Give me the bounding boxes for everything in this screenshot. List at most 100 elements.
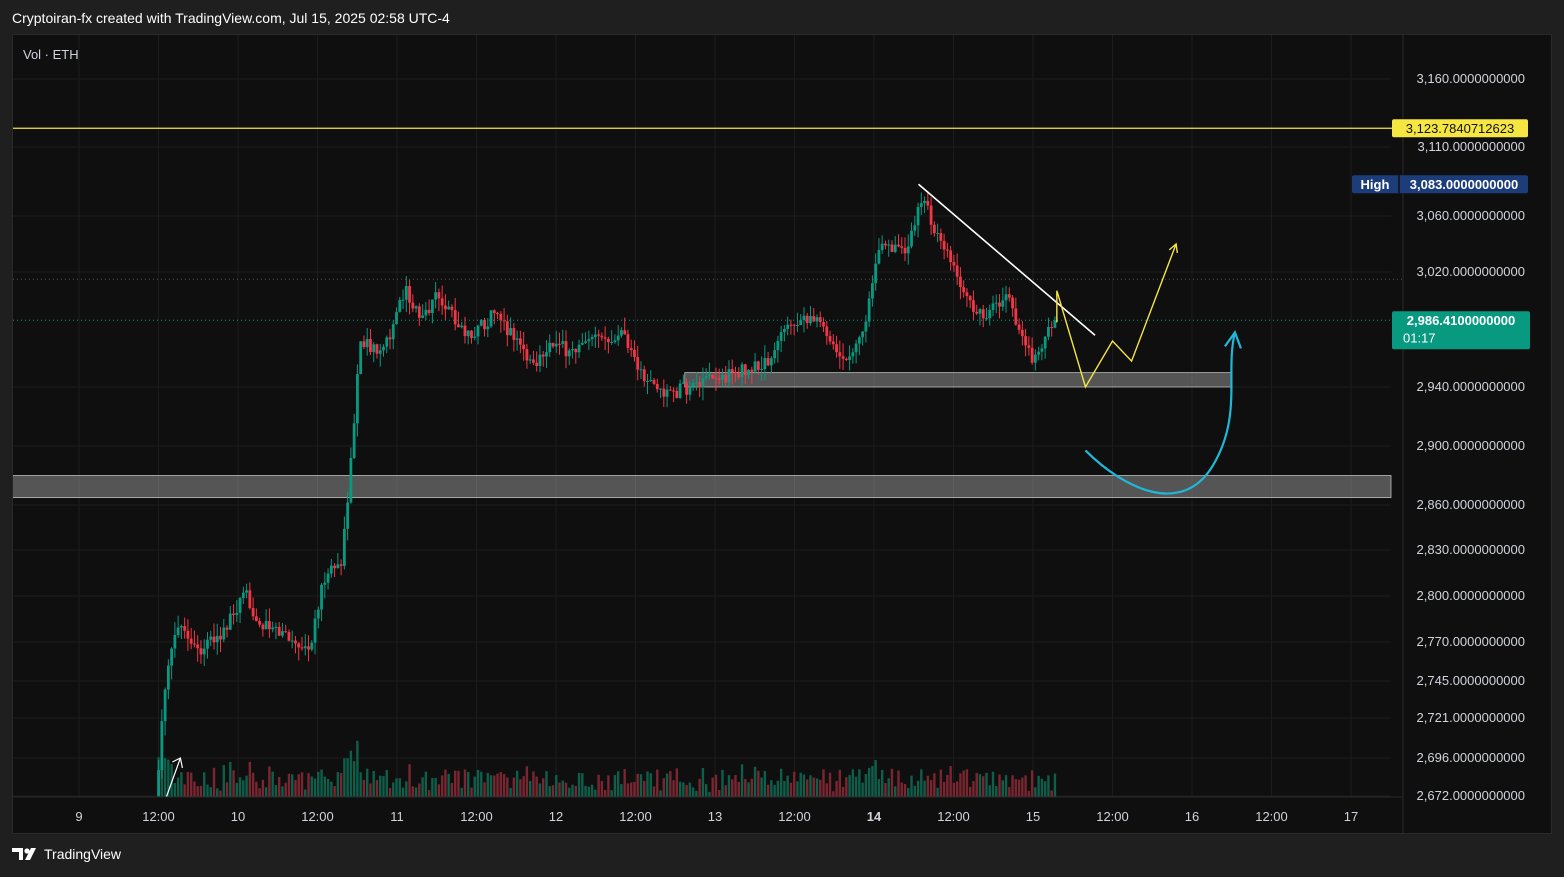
volume-bar: [995, 786, 998, 797]
candle-body: [587, 339, 591, 342]
candle-body: [545, 352, 548, 357]
volume-bar: [757, 770, 760, 797]
candle-body: [838, 352, 842, 357]
volume-bar: [261, 779, 265, 797]
candle-body: [222, 627, 226, 640]
candle-body: [196, 644, 200, 649]
volume-bar: [916, 780, 920, 797]
volume-bar: [623, 768, 626, 797]
volume-bar: [714, 774, 718, 797]
candle-body: [369, 338, 372, 353]
candle-body: [629, 348, 633, 350]
candle-body: [681, 382, 685, 384]
volume-bar: [871, 766, 874, 797]
volume-bar: [493, 775, 496, 797]
volume-bar: [264, 787, 268, 797]
volume-bar: [848, 775, 851, 797]
volume-bar: [594, 789, 597, 797]
candle-body: [708, 374, 711, 377]
volume-bar: [548, 786, 551, 797]
chart-frame[interactable]: 3,160.0000000000 3,110.0000000000 3,060.00…: [0, 34, 1552, 834]
candle-body: [512, 328, 516, 340]
volume-bar: [665, 773, 669, 797]
candle-body: [287, 632, 291, 641]
volume-bar: [776, 780, 780, 797]
volume-bar: [542, 778, 545, 797]
candle-body: [329, 565, 333, 574]
candle-body: [388, 337, 392, 340]
candle-body: [476, 325, 480, 337]
volume-bar: [173, 783, 177, 797]
volume-bar: [691, 787, 695, 797]
candle-body: [385, 337, 389, 347]
volume-bar: [1021, 777, 1024, 797]
volume-bar: [652, 786, 656, 797]
volume-bar: [815, 778, 819, 797]
candle-body: [411, 302, 415, 309]
candle-body: [929, 205, 933, 225]
candle-body: [769, 358, 773, 366]
volume-bar: [825, 783, 828, 797]
candle-body: [558, 343, 561, 345]
candle-body: [959, 276, 962, 288]
candle-body: [756, 361, 760, 370]
candle-body: [241, 592, 245, 599]
candle-body: [209, 636, 213, 640]
volume-bar: [968, 786, 972, 797]
volume-bar: [643, 780, 646, 797]
volume-bar: [180, 772, 183, 797]
candle-body: [414, 306, 418, 309]
candle-body: [633, 349, 636, 358]
volume-bar: [405, 781, 408, 797]
volume-bar: [744, 779, 747, 797]
candle-body: [1014, 308, 1018, 325]
volume-bar: [740, 764, 744, 797]
time-tick-label: 15: [1026, 809, 1040, 824]
volume-bar: [212, 767, 216, 797]
volume-bar: [427, 790, 431, 797]
candle-body: [857, 337, 861, 344]
candle-body: [437, 292, 441, 299]
volume-bar: [229, 761, 232, 797]
candle-body: [916, 206, 920, 226]
volume-bar: [382, 776, 385, 797]
candle-body: [303, 646, 307, 649]
candle-body: [792, 324, 796, 326]
candle-body: [290, 640, 294, 642]
candle-body: [479, 319, 483, 326]
volume-bar: [242, 780, 245, 797]
candle-body: [281, 631, 284, 636]
time-tick-label: 11: [390, 809, 404, 824]
volume-bar: [929, 780, 933, 797]
volume-bar: [770, 780, 773, 797]
volume-bar: [489, 775, 493, 797]
drawings-layer: [13, 127, 1403, 809]
volume-bar: [245, 775, 248, 797]
price-tick-label: 2,672.0000000000: [1417, 788, 1525, 803]
price-tick-label: 2,696.0000000000: [1417, 750, 1525, 765]
candle-body: [336, 564, 340, 569]
volume-bar: [874, 760, 877, 797]
candle-body: [890, 244, 894, 252]
volume-bar: [528, 781, 532, 797]
candle-body: [580, 342, 584, 345]
candle-body: [574, 349, 578, 353]
candle-body: [730, 369, 734, 373]
volume-bar: [294, 780, 297, 797]
volume-bar: [786, 775, 789, 797]
volume-bar: [819, 779, 822, 797]
candle-body: [186, 630, 190, 639]
candle-body: [737, 373, 741, 378]
candle-body: [972, 300, 975, 312]
price-tick-label: 3,110.0000000000: [1418, 139, 1525, 154]
candle-body: [551, 342, 555, 347]
candle-body: [747, 369, 750, 376]
volume-bar: [731, 779, 734, 797]
volume-bar: [890, 768, 894, 797]
candle-body: [193, 643, 196, 645]
volume-bar: [939, 769, 943, 797]
price-chart[interactable]: 3,160.0000000000 3,110.0000000000 3,060.00…: [0, 35, 1551, 833]
volume-bar: [773, 785, 776, 797]
volume-bar: [669, 771, 672, 797]
volume-bar: [467, 771, 470, 797]
